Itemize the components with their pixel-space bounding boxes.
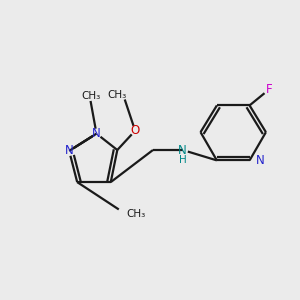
Text: CH₃: CH₃: [108, 90, 127, 100]
Text: O: O: [130, 124, 140, 137]
Text: N: N: [65, 144, 74, 158]
Text: N: N: [256, 154, 265, 167]
Text: N: N: [92, 127, 101, 140]
Text: CH₃: CH₃: [126, 209, 146, 219]
Text: F: F: [266, 83, 272, 96]
Text: CH₃: CH₃: [81, 91, 100, 100]
Text: H: H: [179, 154, 187, 164]
Text: N: N: [178, 143, 187, 157]
